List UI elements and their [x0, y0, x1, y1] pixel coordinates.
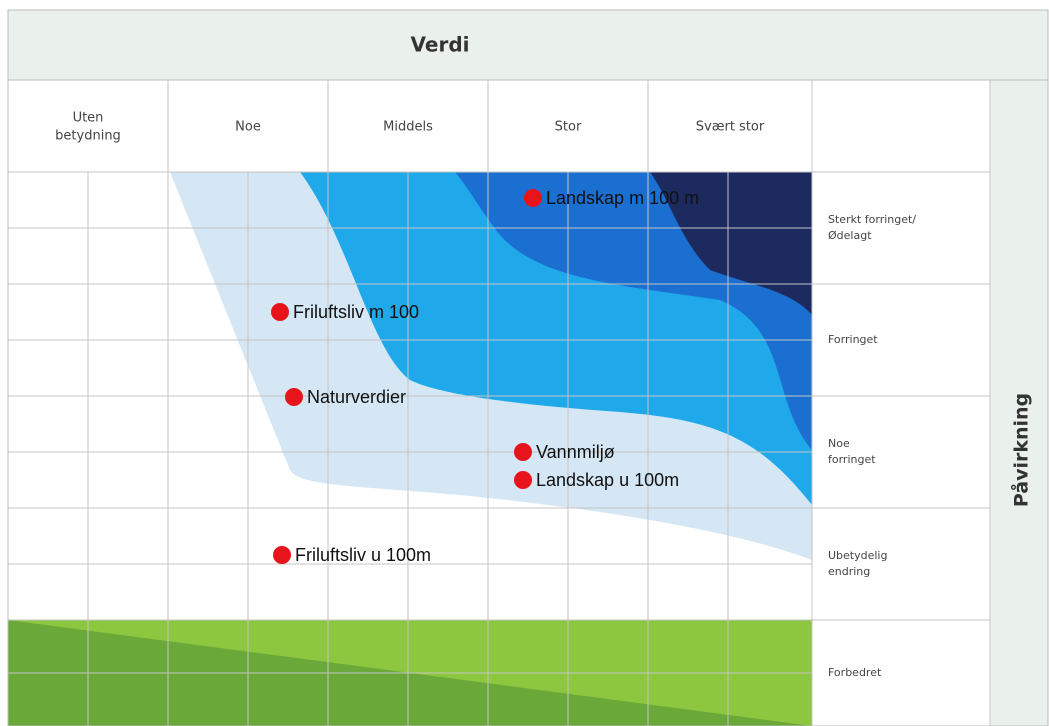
point-marker — [524, 189, 542, 207]
point-label: Vannmiljø — [536, 442, 615, 462]
point-label: Landskap m 100 m — [546, 188, 699, 208]
column-header: betydning — [55, 129, 121, 144]
title: Verdi — [411, 33, 470, 57]
row-label: Forbedret — [828, 666, 882, 679]
labels: Uten betydning Noe Middels Stor Svært stor Ste… — [55, 111, 916, 680]
point-marker — [271, 303, 289, 321]
row-label: Noe — [828, 437, 850, 450]
point-label: Friluftsliv u 100m — [295, 545, 431, 565]
column-header: Uten — [73, 111, 104, 126]
title-row — [7, 9, 1049, 81]
point-marker — [285, 388, 303, 406]
point-marker — [273, 546, 291, 564]
side-column — [989, 79, 1049, 726]
band-navy — [650, 172, 812, 315]
point-label: Naturverdier — [307, 387, 406, 407]
column-header: Stor — [555, 120, 582, 135]
row-label: forringet — [828, 453, 876, 466]
column-header: Noe — [235, 120, 261, 135]
row-label: Sterkt forringet/ — [828, 213, 916, 226]
side-label: Påvirkning — [1009, 393, 1033, 507]
row-label: Forringet — [828, 333, 878, 346]
frame — [7, 9, 1049, 726]
point-label: Landskap u 100m — [536, 470, 679, 490]
point-label: Friluftsliv m 100 — [293, 302, 419, 322]
points: Landskap m 100 m Friluftsliv m 100 Naturve… — [271, 188, 699, 565]
row-label: Ødelagt — [828, 229, 872, 242]
column-header: Svært stor — [696, 120, 765, 135]
point-marker — [514, 443, 532, 461]
point-marker — [514, 471, 532, 489]
column-header: Middels — [383, 120, 433, 135]
row-label: Ubetydelig — [828, 549, 887, 562]
row-label: endring — [828, 565, 870, 578]
